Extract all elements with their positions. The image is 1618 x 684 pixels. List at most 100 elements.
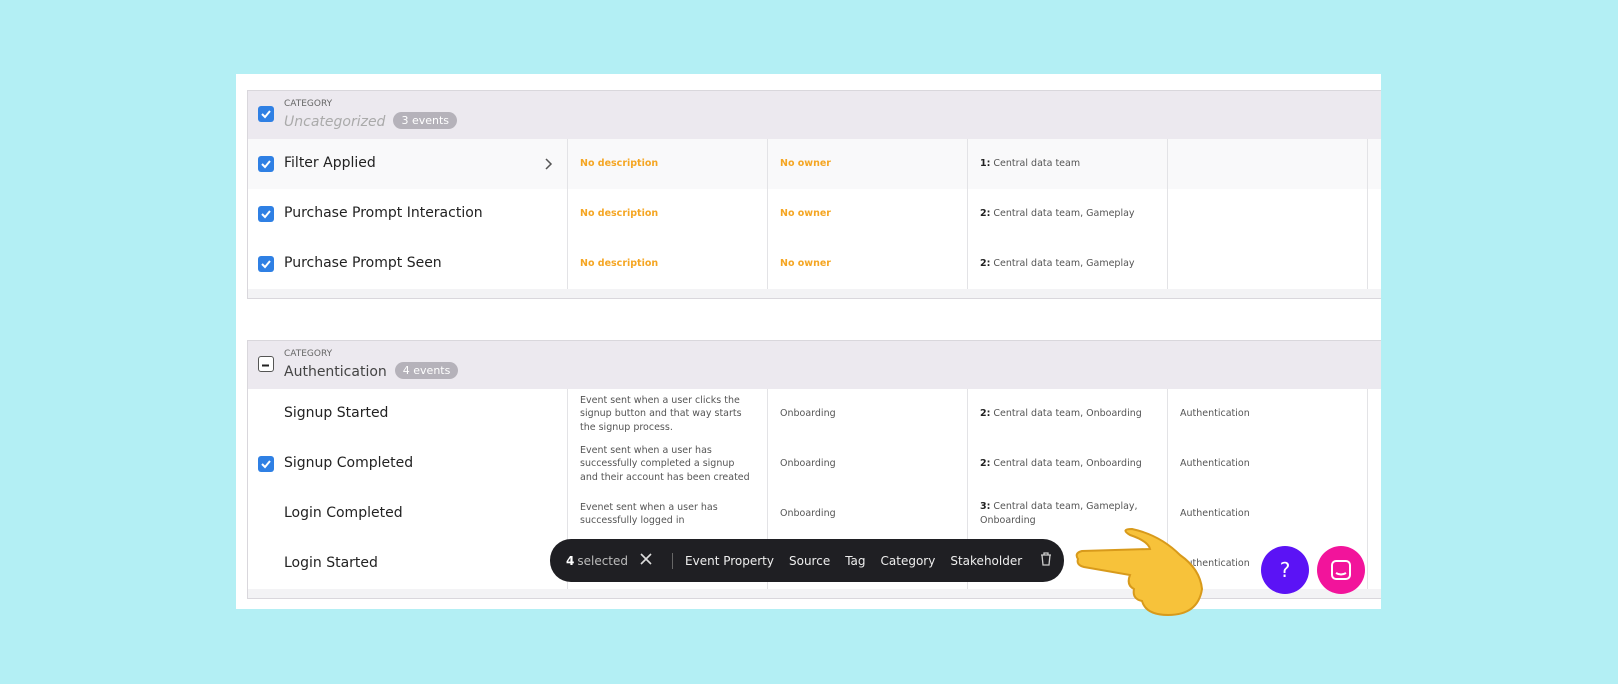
event-row[interactable]: Filter Applied No description No owner 1: Ce…	[248, 139, 1381, 190]
expand-chevron[interactable]	[544, 156, 554, 175]
dash-icon	[262, 364, 269, 367]
table-cell: No description	[567, 189, 767, 239]
event-owner: No owner	[780, 158, 831, 169]
event-category: Authentication	[1180, 508, 1250, 519]
event-owner: Onboarding	[780, 408, 836, 419]
delete-button[interactable]	[1040, 552, 1052, 569]
stakeholder-names: Central data team	[993, 158, 1081, 169]
checkbox[interactable]	[258, 456, 274, 472]
check-icon	[261, 160, 271, 169]
checkbox[interactable]	[258, 256, 274, 272]
selection-count: 4 selected	[566, 554, 628, 568]
event-owner: Onboarding	[780, 508, 836, 519]
table-cell: Onboarding	[767, 439, 967, 489]
checkbox[interactable]	[258, 106, 274, 122]
event-stakeholders: 2: Central data team, Gameplay	[980, 257, 1135, 271]
event-description: No description	[580, 208, 659, 219]
help-button[interactable]: ?	[1261, 546, 1309, 594]
table-cell: No description	[567, 239, 767, 289]
table-cell: 2: Central data team, Onboarding	[967, 439, 1167, 489]
event-name: Filter Applied	[284, 155, 376, 171]
event-row[interactable]: Purchase Prompt Interaction No descriptio…	[248, 189, 1381, 240]
event-name: Login Started	[284, 555, 378, 571]
event-stakeholders: 3: Central data team, Gameplay, Onboardin…	[980, 500, 1155, 528]
table-cell	[1167, 239, 1367, 289]
events-panel: CATEGORY Uncategorized 3 events Filter Appl…	[236, 74, 1381, 609]
clear-selection[interactable]	[640, 553, 652, 568]
toolbar-action[interactable]: Stakeholder	[950, 553, 1023, 568]
group-label: CATEGORY	[284, 349, 333, 359]
table-cell: Evenet sent when a user has successfully…	[567, 489, 767, 539]
event-name: Login Completed	[284, 505, 403, 521]
table-cell	[1367, 439, 1381, 489]
toolbar-action[interactable]: Category	[880, 553, 936, 568]
group-name: Uncategorized	[284, 114, 386, 130]
stakeholder-count: 2:	[980, 208, 991, 219]
table-cell: Authentication	[1167, 489, 1367, 539]
event-description: Event sent when a user clicks the signup…	[580, 394, 742, 433]
selected-number: 4	[566, 553, 575, 568]
selection-toolbar: 4 selected Event Property Source Tag Category…	[550, 539, 1064, 582]
checkbox[interactable]	[258, 356, 274, 372]
table-cell: Event sent when a user has successfully …	[567, 439, 767, 489]
stakeholder-names: Central data team, Gameplay	[993, 208, 1135, 219]
toolbar-action[interactable]: Tag	[845, 553, 866, 568]
event-owner: No owner	[780, 208, 831, 219]
table-cell	[1367, 139, 1381, 189]
close-icon	[640, 553, 652, 565]
toolbar-divider	[672, 552, 674, 569]
stakeholder-count: 3:	[980, 501, 991, 512]
event-row[interactable]: Login Completed Evenet sent when a user h…	[248, 489, 1381, 540]
group-header: CATEGORY Uncategorized 3 events	[248, 91, 1381, 140]
group-footer	[248, 289, 1381, 298]
stakeholder-count: 2:	[980, 408, 991, 419]
table-cell: Authentication	[1167, 389, 1367, 439]
event-stakeholders: 1: Central data team	[980, 157, 1080, 171]
toolbar-action[interactable]: Source	[788, 553, 831, 568]
toolbar-action[interactable]: Event Property	[685, 553, 774, 568]
event-owner: Onboarding	[780, 458, 836, 469]
group-name: Authentication	[284, 364, 387, 380]
table-cell: 2: Central data team, Gameplay	[967, 189, 1167, 239]
event-group: CATEGORY Uncategorized 3 events Filter Appl…	[247, 90, 1381, 299]
event-row[interactable]: Purchase Prompt Seen No description No own…	[248, 239, 1381, 290]
event-stakeholders: 2: Central data team, Onboarding	[980, 407, 1142, 421]
event-count-badge: 3 events	[393, 112, 458, 129]
table-cell: 3: Central data team, Gameplay, Onboardin…	[967, 489, 1167, 539]
group-footer	[248, 589, 1381, 598]
table-cell: Onboarding	[767, 489, 967, 539]
table-cell: No owner	[767, 139, 967, 189]
stakeholder-names: Central data team, Onboarding	[993, 458, 1142, 469]
event-row[interactable]: Signup Completed Event sent when a user h…	[248, 439, 1381, 490]
check-icon	[261, 460, 271, 469]
event-category: Authentication	[1180, 408, 1250, 419]
chat-button[interactable]	[1317, 546, 1365, 594]
group-label: CATEGORY	[284, 99, 333, 109]
table-cell	[1367, 389, 1381, 439]
table-cell	[1367, 189, 1381, 239]
table-cell: 2: Central data team, Onboarding	[967, 389, 1167, 439]
table-cell: Onboarding	[767, 389, 967, 439]
stakeholder-count: 2:	[980, 258, 991, 269]
stakeholder-count: 1:	[980, 158, 991, 169]
stakeholder-names: Central data team, Onboarding	[993, 408, 1142, 419]
event-row[interactable]: Signup Started Event sent when a user cli…	[248, 389, 1381, 440]
checkbox[interactable]	[258, 206, 274, 222]
table-cell	[1167, 189, 1367, 239]
table-cell: No owner	[767, 189, 967, 239]
event-name: Purchase Prompt Seen	[284, 255, 442, 271]
checkbox[interactable]	[258, 156, 274, 172]
group-name-line: Uncategorized 3 events	[284, 111, 458, 130]
table-cell: 2: Central data team, Gameplay	[967, 239, 1167, 289]
event-name: Signup Started	[284, 405, 389, 421]
event-stakeholders: 2: Central data team, Onboarding	[980, 457, 1142, 471]
event-description: No description	[580, 258, 659, 269]
chevron-icon	[545, 158, 553, 170]
event-category: Authentication	[1180, 458, 1250, 469]
stakeholder-names: Central data team, Gameplay, Onboarding	[980, 501, 1138, 526]
chat-icon	[1331, 560, 1351, 580]
event-stakeholders: 2: Central data team, Gameplay	[980, 207, 1135, 221]
table-cell	[1367, 539, 1381, 589]
event-description: No description	[580, 158, 659, 169]
table-cell: Event sent when a user clicks the signup…	[567, 389, 767, 439]
